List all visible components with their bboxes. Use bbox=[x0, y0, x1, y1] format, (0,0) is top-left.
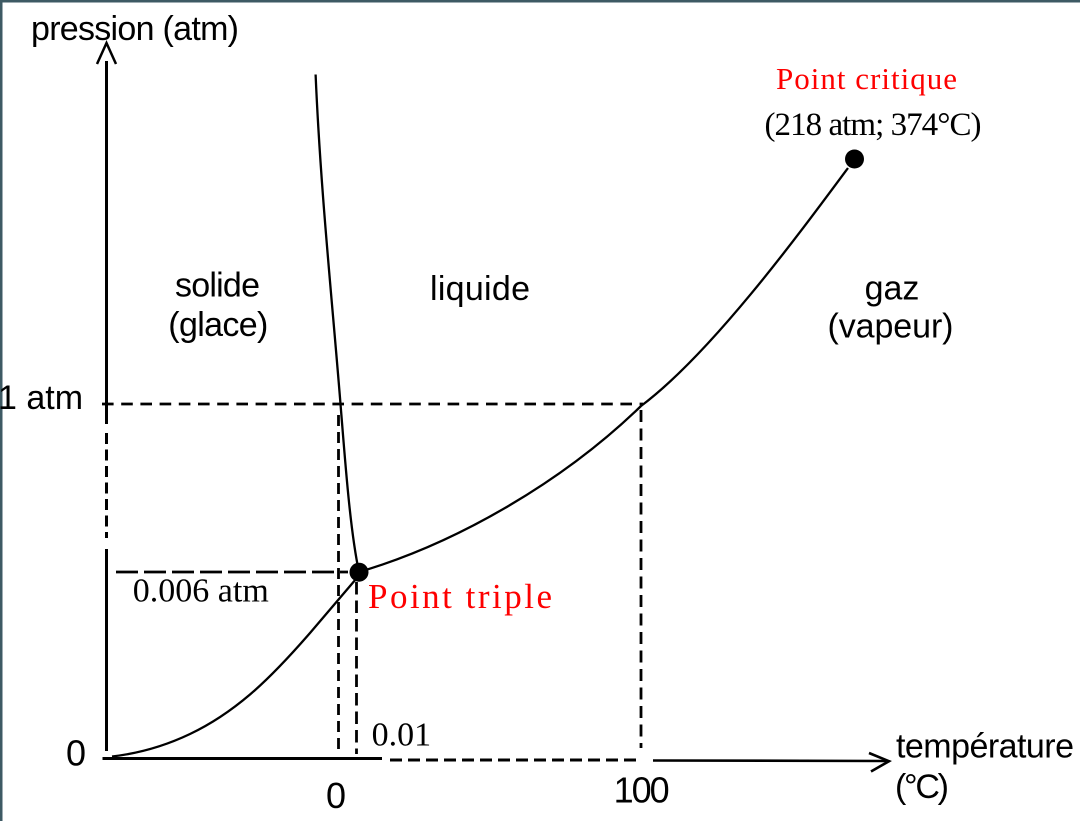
svg-text:0: 0 bbox=[326, 775, 346, 816]
svg-text:0: 0 bbox=[66, 733, 86, 774]
svg-text:température: température bbox=[896, 728, 1074, 766]
svg-text:Point triple: Point triple bbox=[368, 577, 552, 616]
svg-text:pression (atm): pression (atm) bbox=[31, 10, 239, 48]
svg-text:0.01: 0.01 bbox=[372, 717, 432, 754]
svg-text:100: 100 bbox=[614, 770, 670, 811]
svg-text:solide: solide bbox=[175, 267, 260, 305]
svg-text:Point critique: Point critique bbox=[776, 61, 957, 96]
svg-text:0.006 atm: 0.006 atm bbox=[133, 573, 269, 610]
svg-text:gaz: gaz bbox=[865, 270, 920, 308]
svg-text:liquide: liquide bbox=[430, 270, 530, 308]
svg-text:(glace): (glace) bbox=[168, 306, 268, 344]
svg-text:(218 atm; 374°C): (218 atm; 374°C) bbox=[765, 107, 982, 143]
svg-text:(vapeur): (vapeur) bbox=[828, 308, 954, 346]
svg-text:1 atm: 1 atm bbox=[0, 379, 83, 417]
svg-text:(°C): (°C) bbox=[895, 768, 949, 806]
